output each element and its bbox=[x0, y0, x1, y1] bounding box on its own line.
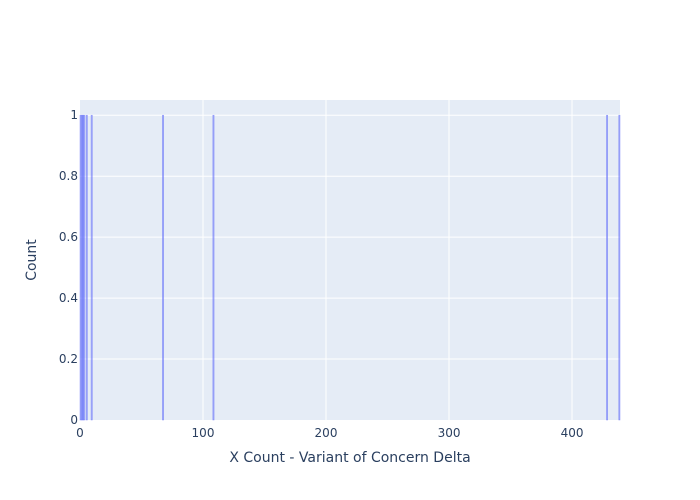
x-tick-label: 0 bbox=[76, 426, 84, 440]
x-tick-label: 200 bbox=[315, 426, 338, 440]
histogram-bar bbox=[90, 114, 93, 421]
y-axis-ticks: 0 0.2 0.4 0.6 0.8 1 bbox=[59, 108, 78, 427]
histogram-bar bbox=[162, 114, 164, 421]
histogram-bar bbox=[618, 114, 621, 421]
bars bbox=[79, 114, 621, 421]
histogram-bar bbox=[83, 114, 86, 421]
y-tick-label: 0.2 bbox=[59, 352, 78, 366]
y-tick-label: 0.8 bbox=[59, 169, 78, 183]
y-axis-title: Count bbox=[24, 239, 40, 281]
y-tick-label: 1 bbox=[70, 108, 78, 122]
y-tick-label: 0.4 bbox=[59, 291, 78, 305]
x-tick-label: 300 bbox=[438, 426, 461, 440]
grid-lines bbox=[80, 100, 620, 420]
x-axis-ticks: 0 100 200 300 400 bbox=[76, 426, 583, 440]
plot-background bbox=[80, 100, 620, 420]
y-tick-label: 0.6 bbox=[59, 230, 78, 244]
x-tick-label: 100 bbox=[192, 426, 215, 440]
histogram-bar bbox=[606, 114, 608, 421]
x-tick-label: 400 bbox=[561, 426, 584, 440]
histogram-bar bbox=[212, 114, 215, 421]
histogram-bar bbox=[85, 114, 88, 421]
x-axis-title: X Count - Variant of Concern Delta bbox=[229, 450, 470, 466]
y-tick-label: 0 bbox=[70, 413, 78, 427]
